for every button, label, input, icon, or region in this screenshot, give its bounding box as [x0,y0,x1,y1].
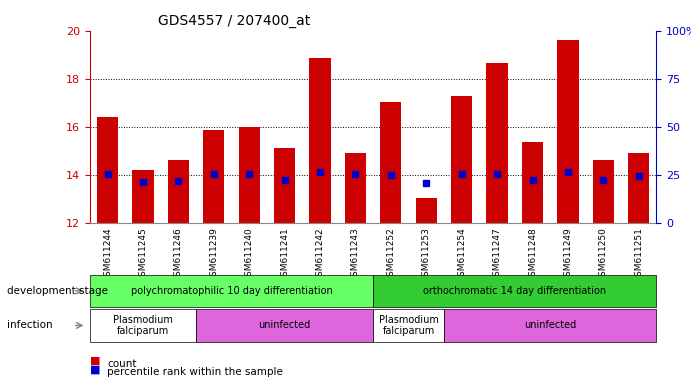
Text: ■: ■ [90,364,100,374]
Bar [168,161,189,223]
Bar [522,142,543,223]
Text: infection: infection [7,320,53,331]
Bar [593,161,614,223]
Bar [203,130,225,223]
Bar [97,117,118,223]
Text: uninfected: uninfected [258,320,311,331]
Text: count: count [107,359,137,369]
Bar [486,63,508,223]
Text: Plasmodium
falciparum: Plasmodium falciparum [379,314,439,336]
Bar [238,127,260,223]
Text: GDS4557 / 207400_at: GDS4557 / 207400_at [158,14,310,28]
Bar [628,153,650,223]
Bar [557,40,578,223]
Text: ■: ■ [90,356,100,366]
Bar [380,101,401,223]
Bar [310,58,330,223]
Bar [274,148,295,223]
Text: development stage: development stage [7,286,108,296]
Bar [415,197,437,223]
Bar [345,153,366,223]
Bar [132,170,153,223]
Text: orthochromatic 14 day differentiation: orthochromatic 14 day differentiation [423,286,607,296]
Bar [451,96,472,223]
Text: polychromatophilic 10 day differentiation: polychromatophilic 10 day differentiatio… [131,286,332,296]
Text: percentile rank within the sample: percentile rank within the sample [107,367,283,377]
Text: Plasmodium
falciparum: Plasmodium falciparum [113,314,173,336]
Text: uninfected: uninfected [524,320,576,331]
